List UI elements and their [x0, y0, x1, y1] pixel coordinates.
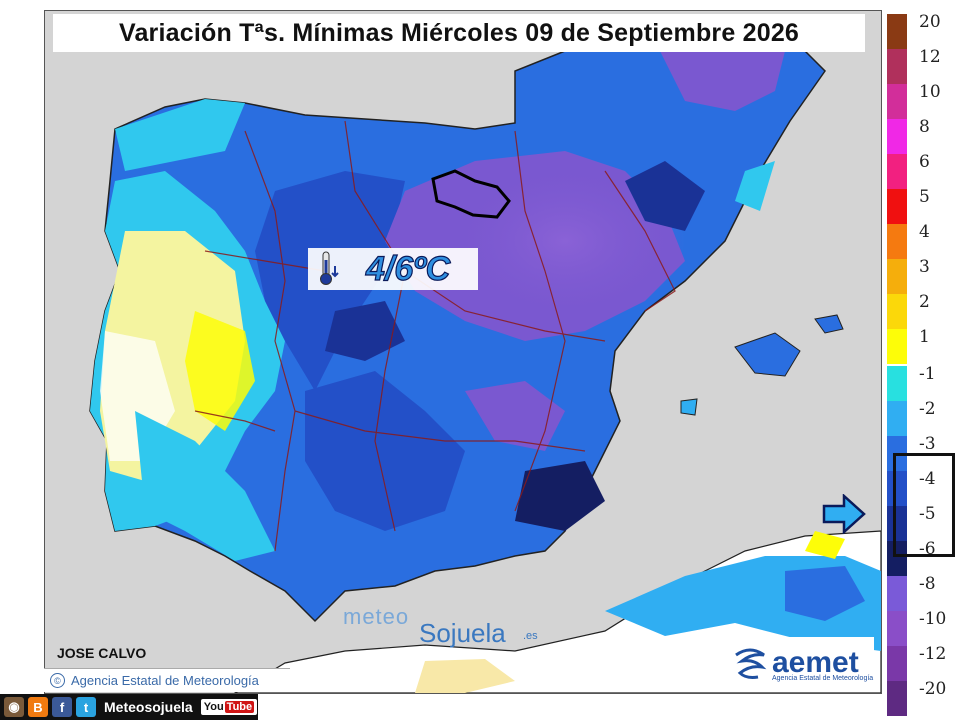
legend-swatch-neg-5: [887, 541, 907, 576]
social-bar: ◉ B f t Meteosojuela You Tube: [0, 694, 258, 720]
arrow-right-icon: [822, 494, 866, 534]
map-title: Variación Tªs. Mínimas Miércoles 09 de S…: [53, 14, 865, 52]
legend-label-pos-5: 5: [919, 187, 930, 207]
map-graphic: [89, 20, 881, 693]
facebook-icon[interactable]: f: [52, 697, 72, 717]
legend-swatch-neg-0: [887, 366, 907, 401]
legend-label-pos-6: 4: [919, 222, 930, 242]
legend-label-neg-1: -2: [919, 399, 936, 419]
author-name: JOSE CALVO: [57, 645, 147, 661]
copyright-icon: ©: [50, 673, 65, 688]
legend-swatch-pos-6: [887, 224, 907, 259]
legend-swatch-neg-3: [887, 471, 907, 506]
agency-credit: © Agencia Estatal de Meteorología: [44, 668, 290, 692]
highlight-badge: 4/6ºC: [308, 248, 478, 290]
legend-swatch-neg-6: [887, 576, 907, 611]
youtube-you: You: [203, 701, 224, 713]
legend-label-pos-0: 20: [919, 12, 941, 32]
aemet-logo-text: aemet: [772, 646, 859, 679]
legend-label-neg-8: -12: [919, 644, 947, 664]
legend-label-neg-9: -20: [919, 679, 947, 699]
youtube-icon[interactable]: You Tube: [200, 699, 258, 715]
region-borders: [194, 120, 676, 552]
thermometer-icon: [308, 248, 348, 290]
temperature-map: [44, 10, 882, 694]
color-legend: 20 12 10 8 6 5 4 3 2 1 -1 -2 -3 -4 -5 -6 -8 -10 -12 -20: [887, 10, 960, 716]
legend-swatch-neg-4: [887, 506, 907, 541]
twitter-icon[interactable]: t: [76, 697, 96, 717]
legend-swatch-pos-7: [887, 259, 907, 294]
legend-label-neg-7: -10: [919, 609, 947, 629]
legend-swatch-neg-9: [887, 681, 907, 716]
aemet-logo: aemet Agencia Estatal de Meteorología: [732, 637, 874, 689]
instagram-icon[interactable]: ◉: [4, 697, 24, 717]
legend-swatch-pos-4: [887, 154, 907, 189]
legend-label-pos-8: 2: [919, 292, 930, 312]
legend-label-pos-4: 6: [919, 152, 930, 172]
legend-label-neg-6: -8: [919, 574, 936, 594]
legend-swatch-pos-2: [887, 84, 907, 119]
legend-swatch-neg-7: [887, 611, 907, 646]
legend-swatch-pos-8: [887, 294, 907, 329]
legend-swatch-pos-0: [887, 14, 907, 49]
legend-label-neg-4: -5: [919, 504, 936, 524]
legend-label-neg-3: -4: [919, 469, 936, 489]
legend-label-pos-2: 10: [919, 82, 941, 102]
legend-swatch-pos-9: [887, 329, 907, 364]
legend-swatch-neg-8: [887, 646, 907, 681]
aemet-logo-subtitle: Agencia Estatal de Meteorología: [772, 675, 874, 682]
legend-swatch-pos-1: [887, 49, 907, 84]
watermark-logo: meteo Sojuela .es: [343, 600, 543, 650]
legend-label-pos-3: 8: [919, 117, 930, 137]
legend-label-neg-0: -1: [919, 364, 936, 384]
watermark-suffix: .es: [523, 630, 538, 642]
legend-swatch-pos-5: [887, 189, 907, 224]
highlight-value: 4/6ºC: [365, 249, 451, 288]
youtube-tube: Tube: [224, 701, 255, 713]
watermark-part1: meteo: [343, 604, 410, 629]
blogger-icon[interactable]: B: [28, 697, 48, 717]
legend-label-pos-1: 12: [919, 47, 941, 67]
rioja-outline: [431, 169, 511, 219]
legend-label-neg-2: -3: [919, 434, 936, 454]
legend-label-pos-9: 1: [919, 327, 930, 347]
legend-label-pos-7: 3: [919, 257, 930, 277]
agency-credit-text: Agencia Estatal de Meteorología: [71, 673, 259, 688]
legend-swatch-pos-3: [887, 119, 907, 154]
legend-highlight-frame: [893, 453, 955, 557]
legend-swatch-neg-1: [887, 401, 907, 436]
aemet-emblem-icon: [735, 648, 767, 679]
watermark-part2: Sojuela: [419, 618, 506, 648]
social-handle[interactable]: Meteosojuela: [104, 699, 193, 715]
